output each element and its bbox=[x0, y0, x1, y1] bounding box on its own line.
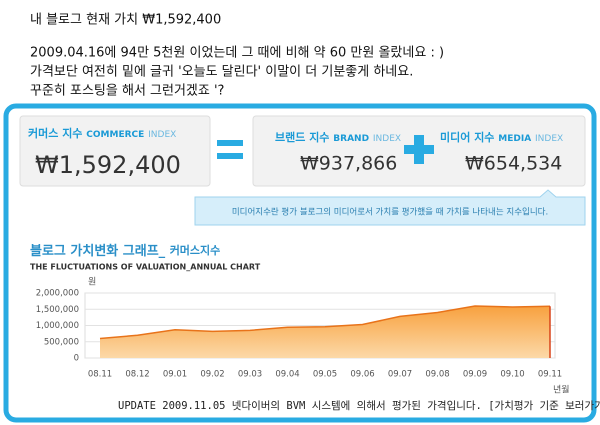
label-en: BRAND bbox=[333, 134, 369, 144]
label-index: INDEX bbox=[535, 134, 563, 144]
tooltip-box bbox=[194, 189, 586, 226]
x-tick-label: 08.12 bbox=[125, 370, 149, 380]
x-tick-label: 09.05 bbox=[313, 370, 337, 380]
label-en: MEDIA bbox=[498, 134, 531, 144]
area bbox=[100, 306, 550, 358]
label-en: COMMERCE bbox=[86, 130, 144, 140]
y-tick-label: 0 bbox=[74, 354, 79, 364]
title: 블로그 가치변화 그래프_ bbox=[30, 243, 166, 259]
post-line: 꾸준히 포스팅을 해서 그런거겠죠 '? bbox=[30, 84, 224, 99]
plot: 0 500,000 1,000,000 1,500,000 2,000,000 08.11… bbox=[36, 289, 562, 380]
commerce-label: 커머스 지수 COMMERCE INDEX bbox=[28, 126, 176, 140]
equals bbox=[217, 153, 243, 159]
label: 커머스 지수 bbox=[28, 126, 82, 140]
commerce-value: ₩1,592,400 bbox=[35, 151, 181, 179]
tooltip: 미디어지수란 평가 블로그의 미디어로서 가치를 평가했을 때 가치를 나타내는… bbox=[232, 207, 548, 218]
x-tick-label: 09.01 bbox=[163, 370, 187, 380]
x-tick-label: 09.09 bbox=[463, 370, 487, 380]
footer: UPDATE 2009.11.05 넷다이버의 BVM 시스템에 의해서 평가된… bbox=[118, 399, 600, 412]
x-tick-label: 09.02 bbox=[200, 370, 224, 380]
y-tick-label: 500,000 bbox=[44, 337, 79, 347]
label-index: INDEX bbox=[373, 134, 401, 144]
x-tick-label: 08.11 bbox=[88, 370, 112, 380]
footer-text: UPDATE 2009.11.05 넷다이버의 BVM 시스템에 의해서 평가된… bbox=[118, 399, 482, 412]
x-tick-label: 09.11 bbox=[538, 370, 562, 380]
post-line: 내 블로그 현재 가치 ₩1,592,400 bbox=[30, 13, 221, 28]
y-tick-label: 2,000,000 bbox=[36, 289, 79, 299]
label: 브랜드 지수 bbox=[275, 130, 329, 144]
title-suffix: 커머스지수 bbox=[170, 243, 221, 257]
chart-subtitle: THE FLUCTUATIONS OF VALUATION_ANNUAL CHA… bbox=[30, 263, 261, 272]
brand-label: 브랜드 지수 BRAND INDEX bbox=[275, 130, 401, 144]
x-tick-label: 09.06 bbox=[350, 370, 374, 380]
y-tick-label: 1,000,000 bbox=[36, 321, 79, 331]
chart-title: 블로그 가치변화 그래프_ 커머스지수 bbox=[30, 243, 220, 259]
label: 미디어 지수 bbox=[440, 130, 494, 144]
x-tick-label: 09.10 bbox=[500, 370, 524, 380]
brand-value: ₩937,866 bbox=[300, 153, 397, 175]
footer-link[interactable]: [가치평가 기준 보러가기] bbox=[488, 400, 600, 412]
x-tick-label: 09.04 bbox=[275, 370, 299, 380]
line bbox=[99, 305, 551, 340]
x-unit: 년월 bbox=[553, 384, 570, 396]
plus bbox=[414, 135, 424, 164]
x-tick-label: 09.08 bbox=[425, 370, 449, 380]
commerce-box bbox=[19, 115, 211, 187]
label-index: INDEX bbox=[148, 130, 176, 140]
post-line: 2009.04.16에 94만 5천원 이었는데 그 때에 비해 약 60 만원… bbox=[30, 46, 444, 61]
post-line: 가격보단 여전히 밑에 글귀 '오늘도 달린다' 이말이 더 기분좋게 하네요. bbox=[30, 65, 413, 80]
y-unit: 원 bbox=[88, 277, 96, 288]
x-tick-label: 09.03 bbox=[238, 370, 262, 380]
media-label: 미디어 지수 MEDIA INDEX bbox=[440, 130, 563, 144]
y-tick-label: 1,500,000 bbox=[36, 305, 79, 315]
equals bbox=[217, 140, 243, 146]
media-value: ₩654,534 bbox=[465, 153, 562, 175]
x-tick-label: 09.07 bbox=[388, 370, 412, 380]
